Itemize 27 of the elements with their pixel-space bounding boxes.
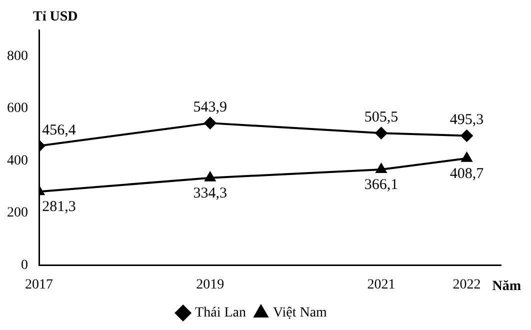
x-axis-title: Năm — [492, 278, 522, 294]
x-tick-label: 2021 — [367, 277, 396, 292]
point — [461, 152, 472, 162]
point — [376, 164, 387, 174]
point — [375, 127, 388, 140]
data-label: 281,3 — [42, 199, 76, 216]
x-tick-label: 2017 — [25, 277, 53, 292]
legend-label: Việt Nam — [272, 306, 328, 321]
point — [460, 130, 473, 142]
y-tick-label: 800 — [7, 48, 28, 64]
data-label: 408,7 — [450, 166, 484, 182]
point — [204, 117, 216, 130]
legend-label: Thái Lan — [195, 306, 246, 321]
data-label: 456,4 — [42, 122, 76, 138]
y-tick-label: 600 — [7, 101, 28, 116]
data-label: 495,3 — [450, 112, 484, 128]
y-tick-label: 0 — [21, 258, 28, 273]
data-label: 505,5 — [364, 110, 398, 126]
y-tick-label: 400 — [7, 153, 28, 168]
x-tick-label: 2022 — [452, 277, 481, 292]
data-label: 334,3 — [193, 185, 227, 202]
y-tick-label: 200 — [7, 206, 28, 221]
x-tick-label: 2019 — [196, 277, 224, 292]
point — [204, 172, 216, 182]
data-label: 543,9 — [193, 100, 227, 116]
data-label: 366,1 — [364, 176, 398, 193]
y-axis-title: Tỉ USD — [33, 10, 78, 25]
